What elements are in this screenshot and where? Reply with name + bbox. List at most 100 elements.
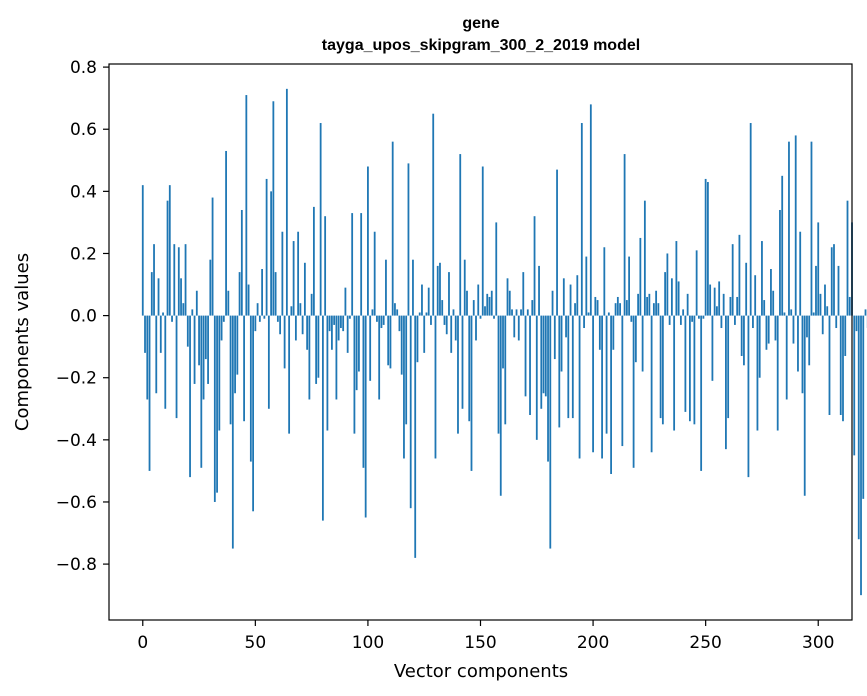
bar	[643, 200, 646, 316]
bar	[403, 315, 405, 459]
bar	[601, 315, 603, 459]
bar	[738, 234, 741, 316]
bar	[430, 315, 432, 325]
y-tick-label: −0.8	[56, 555, 97, 575]
bar	[317, 315, 320, 378]
bar	[698, 315, 700, 319]
bar	[639, 237, 642, 316]
bar	[700, 315, 703, 471]
bar	[693, 315, 696, 425]
bar	[373, 231, 376, 316]
bar	[425, 312, 428, 316]
bar	[783, 312, 786, 316]
bar	[175, 315, 178, 419]
bar	[312, 206, 315, 316]
bar	[299, 303, 302, 316]
bar	[351, 213, 354, 316]
bar	[166, 200, 169, 316]
bar	[772, 290, 775, 316]
bar	[758, 315, 761, 378]
bar	[236, 315, 239, 375]
x-tick-label: 300	[802, 633, 834, 653]
plot-frame	[108, 63, 853, 621]
bar	[508, 290, 511, 316]
bar	[718, 281, 721, 316]
bar	[369, 315, 372, 381]
y-axis-ticks: −0.8 −0.6 −0.4 −0.2 0.0 0.2 0.4 0.6 0.8	[56, 58, 109, 575]
bar	[306, 315, 309, 350]
bar	[382, 315, 385, 325]
bar	[155, 315, 158, 394]
y-tick-label: 0.8	[70, 58, 97, 78]
bar	[815, 265, 817, 316]
chart-title-line1: gene	[462, 15, 499, 32]
bar	[418, 312, 421, 316]
bar	[443, 315, 446, 325]
bar	[272, 101, 275, 316]
y-axis-label: Components values	[12, 253, 33, 431]
bar	[477, 284, 480, 316]
bar	[623, 154, 626, 316]
bar	[812, 312, 815, 316]
bar	[310, 293, 313, 316]
bar	[207, 315, 209, 384]
bar	[141, 185, 144, 316]
bar	[470, 315, 473, 471]
bar	[688, 315, 691, 422]
bar	[695, 250, 698, 316]
bar	[265, 178, 268, 316]
bar	[589, 104, 592, 316]
bar	[569, 284, 572, 316]
bar	[612, 315, 615, 350]
bar	[648, 293, 651, 316]
bar	[457, 315, 459, 434]
bar	[499, 315, 502, 496]
bar	[396, 309, 399, 316]
bar	[637, 293, 640, 316]
bar	[439, 262, 441, 316]
bar	[337, 315, 340, 341]
bar	[389, 315, 392, 369]
bar	[290, 306, 293, 316]
bar	[853, 315, 856, 456]
bar	[544, 315, 547, 397]
bar	[632, 315, 635, 468]
bar	[497, 315, 500, 434]
bar	[249, 315, 252, 462]
bar	[213, 315, 216, 502]
bar	[610, 315, 612, 475]
bar	[229, 315, 232, 425]
bar	[504, 315, 507, 425]
bar	[562, 278, 565, 316]
bar	[184, 244, 187, 316]
bar	[540, 315, 543, 409]
bar	[479, 315, 482, 319]
bar	[567, 315, 570, 419]
bar	[335, 315, 338, 400]
bar	[549, 315, 552, 549]
bar	[560, 315, 563, 372]
bar	[180, 278, 182, 316]
bar	[707, 182, 709, 316]
bar	[792, 315, 795, 344]
bar	[346, 315, 349, 353]
bar	[252, 315, 254, 512]
bar	[191, 309, 194, 316]
bar	[407, 163, 410, 316]
bar	[709, 284, 712, 316]
bar	[367, 166, 369, 316]
bar	[225, 150, 227, 316]
bar	[301, 315, 304, 335]
bar	[490, 290, 493, 316]
bar	[459, 154, 462, 316]
bar	[391, 141, 394, 316]
x-tick-label: 100	[352, 633, 384, 653]
y-tick-label: 0.6	[70, 120, 97, 140]
bar	[607, 312, 610, 316]
bar	[376, 315, 378, 322]
bar	[515, 309, 518, 316]
x-tick-label: 250	[689, 633, 721, 653]
bar	[619, 303, 621, 316]
bar	[486, 293, 489, 316]
bar	[360, 213, 363, 316]
